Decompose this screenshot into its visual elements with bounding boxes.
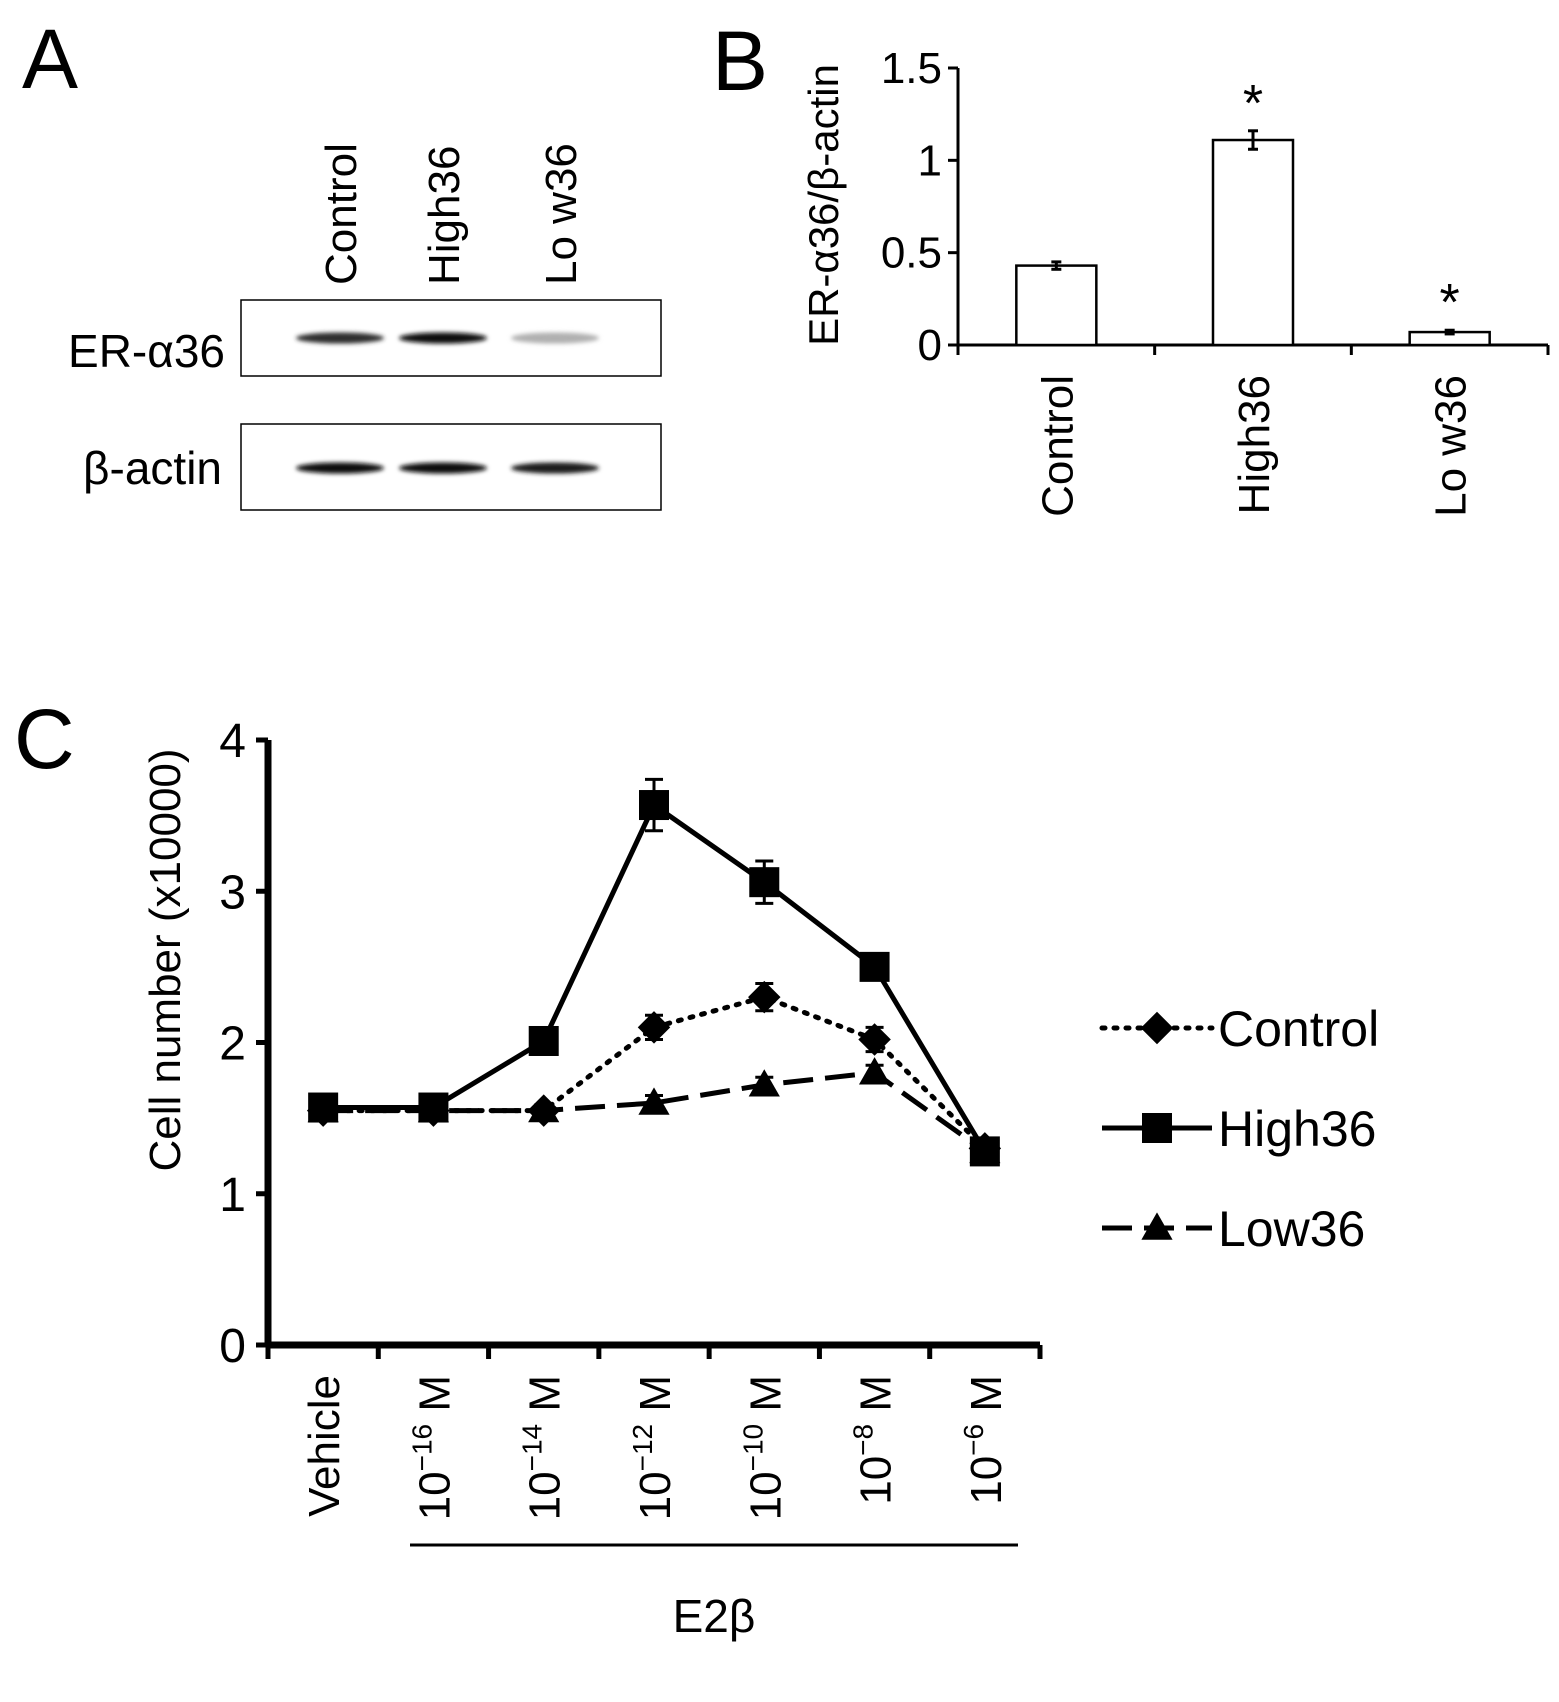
legend-item-high36: High36 [1102,1101,1376,1157]
marker-diamond [527,1094,560,1127]
blot-band [296,332,384,344]
panel-b-y-tick-label: 0 [918,321,942,370]
panel-b-y-tick-label: 0.5 [881,229,942,278]
blot-band [399,462,487,474]
panel-c-x-tick-label: 10−10 M [737,1375,790,1520]
legend-label: High36 [1218,1101,1376,1157]
panel-c-x-tick-label: 10−14 M [517,1375,570,1520]
marker-square [308,1092,339,1123]
panel-b-y-tick-label: 1 [918,136,942,185]
panel-b-bar-chart: B ER-α36/β-actin 0 0.5 1 1.5 Control * High36… [712,14,1550,517]
panel-b-y-axis-label: ER-α36/β-actin [800,64,847,346]
blot-band [296,462,384,474]
lane-label-control: Control [317,143,366,285]
marker-triangle [638,1087,670,1115]
panel-b-category-label: Lo w36 [1427,375,1476,517]
series-high36 [308,777,1000,1167]
panel-b-bars: Control * High36 * Lo w36 [1015,75,1491,517]
significance-marker: * [1440,274,1460,332]
marker-triangle [748,1069,780,1097]
marker-square [859,951,890,982]
panel-c-x-tick-label: Vehicle [300,1375,349,1517]
panel-c-series [306,777,1002,1167]
marker-square [528,1025,559,1056]
blot-bands-beta-actin [296,462,599,474]
lane-label-low36: Lo w36 [537,143,586,285]
panel-c-y-tick-label: 3 [219,866,246,919]
bar-high36 [1211,138,1295,347]
bar-control [1015,264,1098,347]
blot-label-er-alpha36: ER-α36 [68,325,225,377]
marker-square [418,1092,449,1123]
marker-square [639,790,669,821]
lane-label-high36: High36 [420,146,469,285]
marker-diamond [858,1023,891,1056]
e2beta-group-label: E2β [673,1590,756,1642]
panel-b-letter: B [712,14,768,108]
panel-a-letter: A [22,12,78,106]
panel-c-legend: Control High36 Low36 [1099,1001,1379,1257]
marker-diamond [1140,1011,1174,1045]
marker-square [749,867,780,898]
panel-c-y-tick-label: 0 [219,1320,246,1373]
blot-band [399,332,487,344]
blot-band [511,462,599,474]
marker-triangle [1141,1212,1173,1240]
panel-c-y-tick-label: 4 [219,715,246,768]
marker-square [969,1136,1000,1167]
panel-b-category-label: High36 [1230,375,1279,514]
panel-c-letter: C [14,692,75,786]
panel-c-y-tick-label: 2 [219,1018,246,1071]
panel-c-axes: 0 1 2 3 4 Vehicle 10−16 M 10−14 M 10−12 M 10−10 M… [219,715,1043,1520]
significance-marker: * [1243,75,1263,133]
legend-label: Low36 [1218,1201,1365,1257]
panel-c-x-tick-label: 10−12 M [627,1375,680,1520]
panel-b-category-label: Control [1033,375,1082,517]
panel-a-western-blot: A Control High36 Lo w36 ER-α36 β-actin [22,12,662,511]
panel-c-line-chart: C Cell number (x10000) 0 1 2 3 4 Vehicle 10−16… [14,692,1379,1642]
legend-item-low36: Low36 [1102,1201,1365,1257]
panel-c-y-tick-label: 1 [219,1169,246,1222]
blot-band [511,332,599,344]
panel-c-x-tick-label: 10−8 M [848,1375,901,1505]
marker-diamond [637,1011,671,1044]
panel-c-x-tick-label: 10−16 M [406,1375,459,1520]
marker-diamond [748,980,781,1014]
marker-triangle [858,1057,891,1085]
panel-c-y-axis-label: Cell number (x10000) [141,748,190,1171]
legend-item-control: Control [1099,1001,1379,1057]
blot-label-beta-actin: β-actin [83,442,222,494]
legend-label: Control [1218,1001,1379,1057]
panel-b-y-tick-label: 1.5 [881,44,942,93]
panel-c-x-tick-label: 10−6 M [958,1375,1011,1505]
marker-square [1142,1113,1172,1143]
blot-bands-er-alpha36 [296,332,599,344]
